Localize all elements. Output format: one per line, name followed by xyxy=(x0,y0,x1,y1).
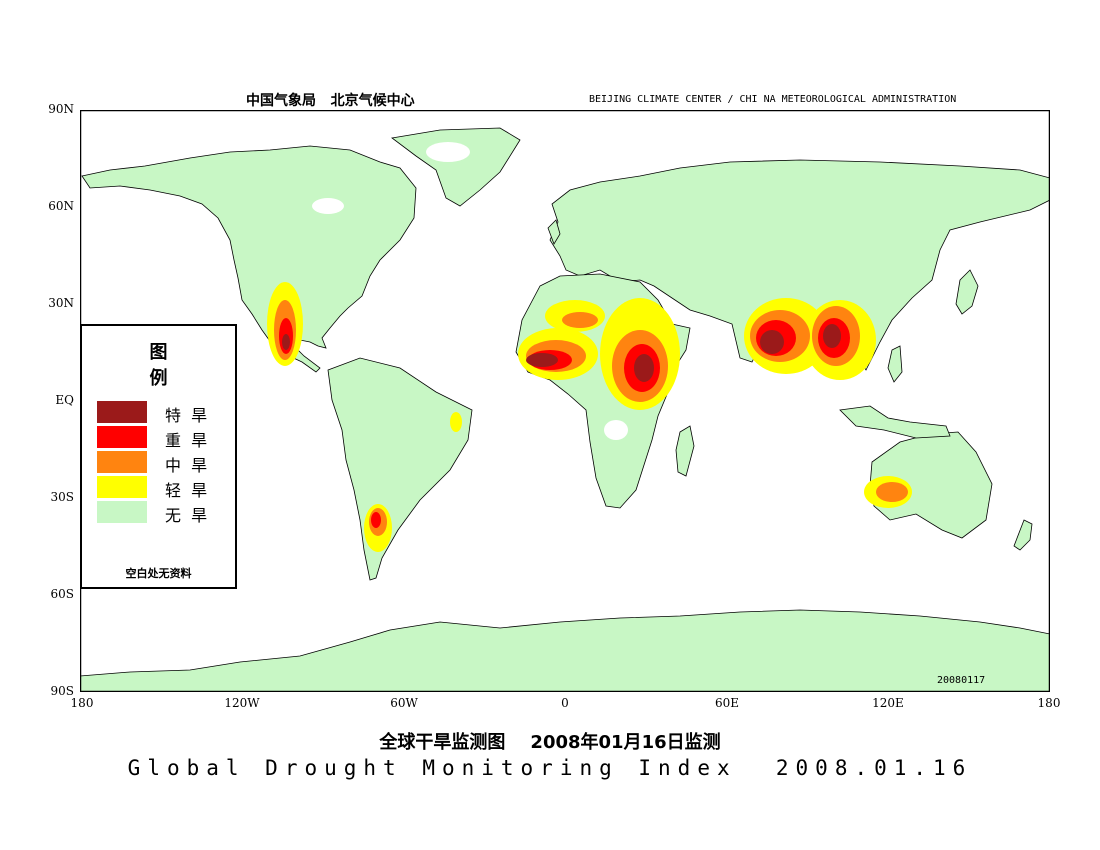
drought-extreme-west-africa xyxy=(526,353,558,367)
no-data-africa xyxy=(604,420,628,440)
drought-extreme-mexico xyxy=(282,334,290,350)
title-en: Global Drought Monitoring Index 2008.01.… xyxy=(127,756,973,780)
legend-box: 图 例 特 旱 重 旱 中 旱 轻 旱 无 旱 空白处无资料 xyxy=(80,324,237,589)
drought-moderate-north-africa xyxy=(562,312,598,328)
no-data-hudson xyxy=(312,198,344,214)
drought-extreme-east-africa xyxy=(634,354,654,382)
header-left-cn: 中国气象局 北京气候中心 xyxy=(246,93,415,109)
legend-label-none: 无 旱 xyxy=(165,506,208,525)
drought-extreme-layer xyxy=(282,324,841,382)
drought-moderate-w-australia xyxy=(876,482,908,502)
lat-label-90s: 90S xyxy=(50,684,75,698)
no-data-layer xyxy=(312,142,628,440)
drought-extreme-se-asia xyxy=(823,324,841,348)
drought-extreme-india xyxy=(760,330,784,354)
legend-swatch-severe xyxy=(97,426,147,448)
legend-note: 空白处无资料 xyxy=(125,567,192,580)
lon-label-60e: 60E xyxy=(714,696,740,710)
lat-label-60n: 60N xyxy=(48,199,74,213)
landmass-japan xyxy=(955,269,979,315)
legend-label-severe: 重 旱 xyxy=(165,431,208,450)
lon-label-60w: 60W xyxy=(390,696,418,710)
datestamp: 20080117 xyxy=(937,675,986,686)
legend-label-extreme: 特 旱 xyxy=(165,406,208,425)
lat-label-eq: EQ xyxy=(55,393,74,407)
world-drought-map xyxy=(80,110,1050,692)
landmass-eurasia xyxy=(549,159,1050,371)
legend-title: 图 例 xyxy=(149,342,198,389)
legend-swatch-moderate xyxy=(97,451,147,473)
lon-label-180w: 180 xyxy=(70,696,94,710)
legend-label-moderate: 中 旱 xyxy=(165,456,208,475)
drought-severe-argentina xyxy=(371,512,381,528)
no-data-greenland xyxy=(426,142,470,162)
drought-light-brazil xyxy=(450,412,462,432)
legend-swatch-extreme xyxy=(97,401,147,423)
landmass-new-zealand xyxy=(1013,519,1033,551)
lon-label-0: 0 xyxy=(561,696,569,710)
legend-swatch-none xyxy=(97,501,147,523)
title-cn: 全球干旱监测图 2008年01月16日监测 xyxy=(379,732,721,753)
landmass-philippines xyxy=(887,345,903,383)
lat-label-90n: 90N xyxy=(48,102,74,116)
landmass-south-america xyxy=(327,357,473,581)
header-right-en: BEIJING CLIMATE CENTER / CHI NA METEOROL… xyxy=(589,94,957,105)
legend-swatch-light xyxy=(97,476,147,498)
landmass-uk xyxy=(547,219,561,245)
landmass-madagascar xyxy=(675,425,695,477)
lon-label-180e: 180 xyxy=(1037,696,1061,710)
landmass-indonesia xyxy=(839,405,951,439)
landmass-greenland xyxy=(391,127,521,207)
lon-label-120w: 120W xyxy=(224,696,260,710)
landmass-antarctica xyxy=(80,609,1050,692)
lat-label-30s: 30S xyxy=(50,490,75,504)
lon-label-120e: 120E xyxy=(872,696,904,710)
legend-label-light: 轻 旱 xyxy=(165,481,208,500)
lat-label-30n: 30N xyxy=(48,296,74,310)
lat-label-60s: 60S xyxy=(50,587,75,601)
